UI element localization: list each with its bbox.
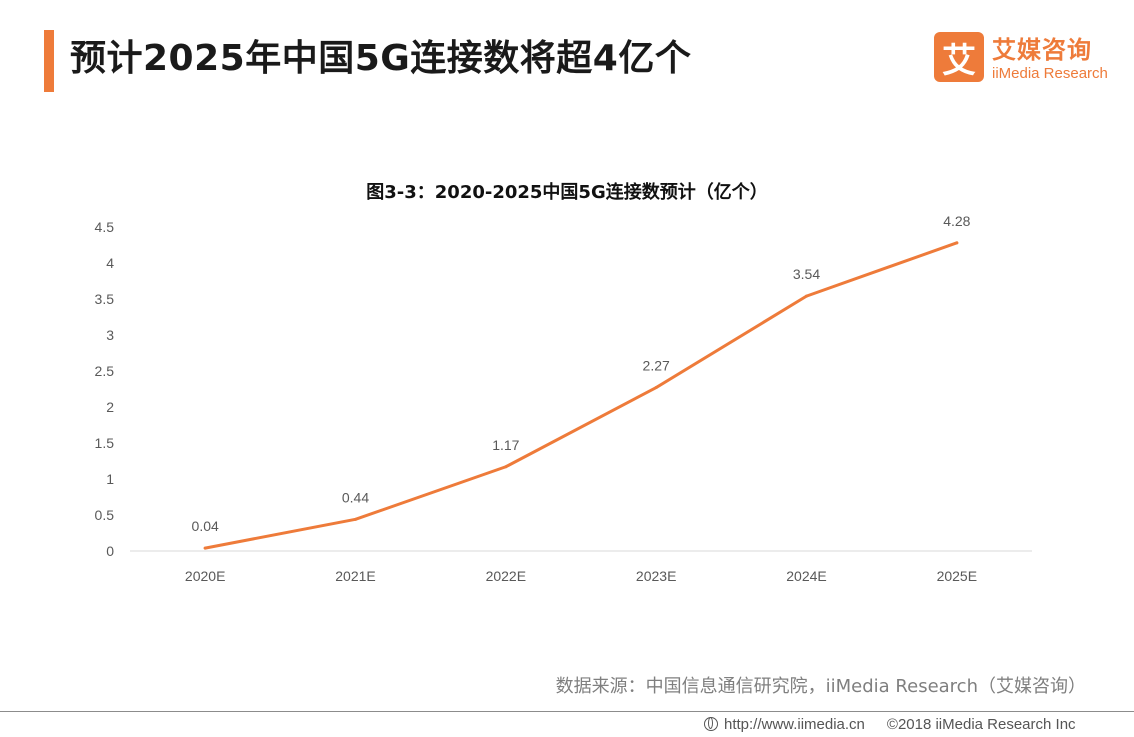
y-tick-label: 0 <box>106 543 114 559</box>
source-note: 数据来源：中国信息通信研究院，iiMedia Research（艾媒咨询） <box>555 676 1086 697</box>
x-tick-label: 2020E <box>185 568 225 584</box>
footer-divider <box>0 711 1134 712</box>
data-point <box>654 386 658 390</box>
footer-copyright: ©2018 iiMedia Research Inc <box>886 715 1076 733</box>
data-label: 0.04 <box>192 518 219 534</box>
y-tick-label: 3 <box>106 327 114 343</box>
y-tick-label: 4 <box>106 255 114 271</box>
data-label: 0.44 <box>342 489 369 505</box>
data-point <box>504 465 508 469</box>
y-tick-label: 4.5 <box>95 219 115 235</box>
logo-mark: 艾 <box>934 32 984 82</box>
y-tick-label: 1.5 <box>95 435 115 451</box>
data-point <box>805 294 808 298</box>
data-label: 3.54 <box>793 266 820 282</box>
footer: http://www.iimedia.cn ©2018 iiMedia Rese… <box>704 713 1076 735</box>
data-label: 4.28 <box>943 213 970 229</box>
x-tick-label: 2023E <box>636 568 676 584</box>
logo-name-cn: 艾媒咨询 <box>992 36 1092 64</box>
x-tick-label: 2025E <box>937 568 977 584</box>
logo-name-en: iiMedia Research <box>992 65 1108 82</box>
y-tick-label: 2 <box>106 399 114 415</box>
y-tick-label: 0.5 <box>95 507 115 523</box>
data-point <box>354 517 357 521</box>
series-line <box>203 241 959 550</box>
y-tick-label: 3.5 <box>95 291 115 307</box>
x-tick-label: 2024E <box>786 568 826 584</box>
x-tick-label: 2022E <box>486 568 526 584</box>
globe-icon <box>704 717 718 731</box>
logo: 艾 艾媒咨询 iiMedia Research <box>934 32 1119 86</box>
y-tick-label: 1 <box>106 471 114 487</box>
title-accent-bar <box>44 30 54 92</box>
chart-title: 图3-3：2020-2025中国5G连接数预计（亿个） <box>366 182 768 203</box>
footer-url[interactable]: http://www.iimedia.cn <box>724 715 865 733</box>
data-label: 2.27 <box>643 358 670 374</box>
data-point <box>203 546 207 550</box>
data-point <box>955 241 959 245</box>
data-label: 1.17 <box>492 437 519 453</box>
x-tick-label: 2021E <box>335 568 375 584</box>
y-tick-label: 2.5 <box>95 363 115 379</box>
page-title: 预计2025年中国5G连接数将超4亿个 <box>70 38 692 79</box>
